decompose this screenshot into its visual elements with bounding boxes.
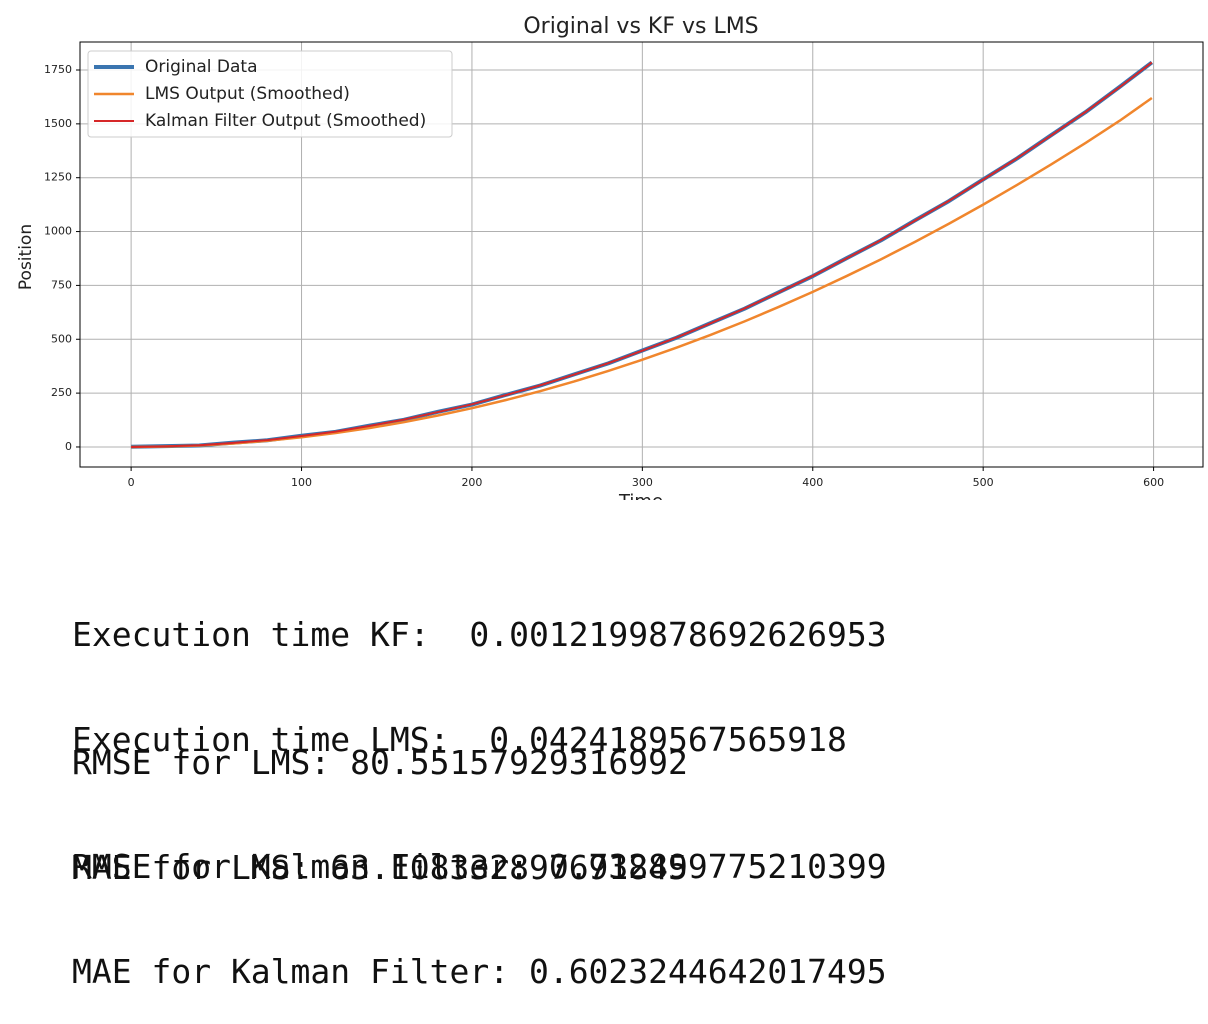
y-tick-label: 750 (51, 278, 72, 291)
y-tick-label: 1000 (44, 225, 72, 238)
output-line: Execution time LMS: 0.0424189567565918 (72, 720, 847, 759)
output-line: RMSE for Kalman Filter: 0.73289977521039… (72, 847, 887, 886)
output-line: MAE for Kalman Filter: 0.602324464201749… (72, 952, 887, 991)
kf-output: RMSE for Kalman Filter: 0.73289977521039… (72, 779, 887, 1024)
legend-label: LMS Output (Smoothed) (145, 84, 350, 104)
chart-title: Original vs KF vs LMS (523, 14, 758, 39)
x-tick-label: 400 (802, 476, 823, 489)
plot-frame (79, 41, 1204, 468)
x-tick-label: 200 (461, 476, 482, 489)
output-line: RMSE for LMS: 80.55157929316992 (72, 743, 688, 782)
y-tick-label: 1250 (44, 171, 72, 184)
y-tick-label: 0 (65, 440, 72, 453)
x-tick-label: 300 (632, 476, 653, 489)
x-axis-label: Time (618, 491, 663, 500)
y-tick-label: 1750 (44, 63, 72, 76)
y-tick-label: 1500 (44, 117, 72, 130)
output-line: Execution time KF: 0.0012199878692626953 (72, 615, 887, 654)
series-line (131, 61, 1153, 448)
chart: Original vs KF vs LMS Time Position 0 100… (16, 14, 1204, 500)
y-tick-label: 500 (51, 332, 72, 345)
series-line (131, 96, 1153, 449)
x-tick-label: 500 (973, 476, 994, 489)
legend-label: Kalman Filter Output (Smoothed) (145, 111, 426, 131)
timing-output: Execution time KF: 0.0012199878692626953… (72, 547, 887, 792)
x-tick-label: 600 (1143, 476, 1164, 489)
legend-box (87, 50, 453, 138)
y-axis-label: Position (16, 224, 36, 290)
page: Original vs KF vs LMS Time Position 0 100… (16, 14, 1204, 989)
x-tick-label: 100 (291, 476, 312, 489)
legend-label: Original Data (145, 57, 258, 77)
x-tick-label: 0 (128, 476, 135, 489)
y-tick-label: 250 (51, 386, 72, 399)
